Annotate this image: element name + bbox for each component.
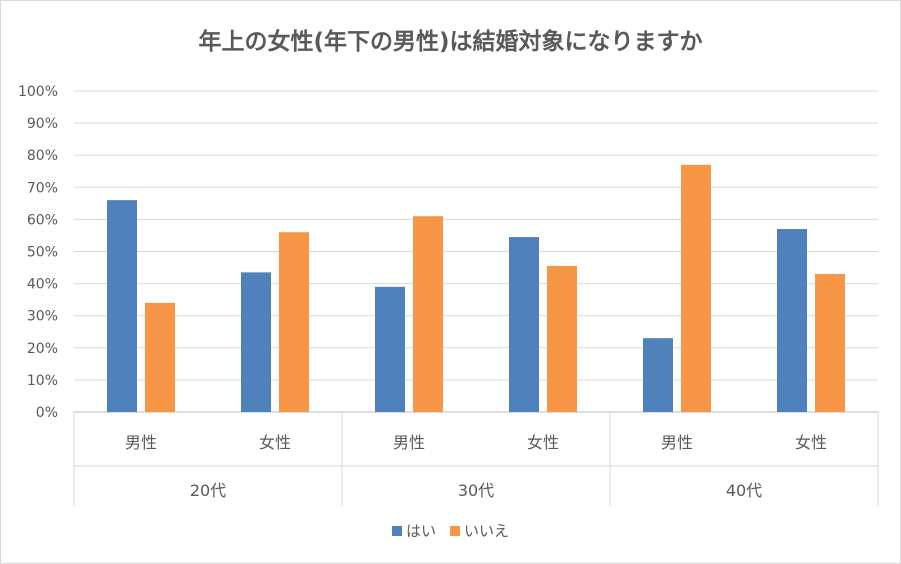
legend-label-no: いいえ <box>464 522 510 540</box>
chart-title: 年上の女性(年下の男性)は結婚対象になりますか <box>198 29 703 55</box>
y-tick-label: 60% <box>27 212 58 228</box>
legend-swatch-no <box>450 525 460 536</box>
bar <box>241 272 271 412</box>
y-tick-label: 20% <box>27 341 58 357</box>
bar <box>643 338 673 412</box>
x-category-label: 男性 <box>661 433 693 452</box>
y-tick-label: 50% <box>27 245 58 261</box>
bar <box>107 200 137 412</box>
x-group-label: 40代 <box>726 481 762 500</box>
y-tick-label: 70% <box>27 180 58 196</box>
x-category-label: 女性 <box>527 433 559 452</box>
y-tick-label: 30% <box>27 309 58 325</box>
bar <box>145 302 175 412</box>
x-category-label: 女性 <box>795 433 827 452</box>
x-category-label: 男性 <box>393 433 425 452</box>
bar <box>375 286 405 412</box>
bar <box>815 273 845 412</box>
legend-item-yes: はい <box>391 520 436 541</box>
x-category-label: 女性 <box>259 433 291 452</box>
bar <box>681 164 711 412</box>
y-tick-label: 0% <box>36 405 58 421</box>
bar <box>777 229 807 412</box>
legend: はい いいえ <box>0 520 901 541</box>
y-tick-label: 90% <box>27 116 58 132</box>
x-group-label: 20代 <box>190 481 226 500</box>
x-group-label: 30代 <box>458 481 494 500</box>
legend-item-no: いいえ <box>450 520 509 541</box>
x-category-label: 男性 <box>125 433 157 452</box>
y-tick-label: 10% <box>27 373 58 389</box>
legend-swatch-yes <box>391 525 402 536</box>
legend-label-yes: はい <box>405 522 436 540</box>
bar <box>413 216 443 412</box>
bar <box>509 237 539 412</box>
bar <box>547 265 577 412</box>
y-tick-label: 100% <box>18 84 58 100</box>
y-tick-label: 40% <box>27 277 58 293</box>
y-tick-label: 80% <box>27 148 58 164</box>
bar <box>279 232 309 412</box>
